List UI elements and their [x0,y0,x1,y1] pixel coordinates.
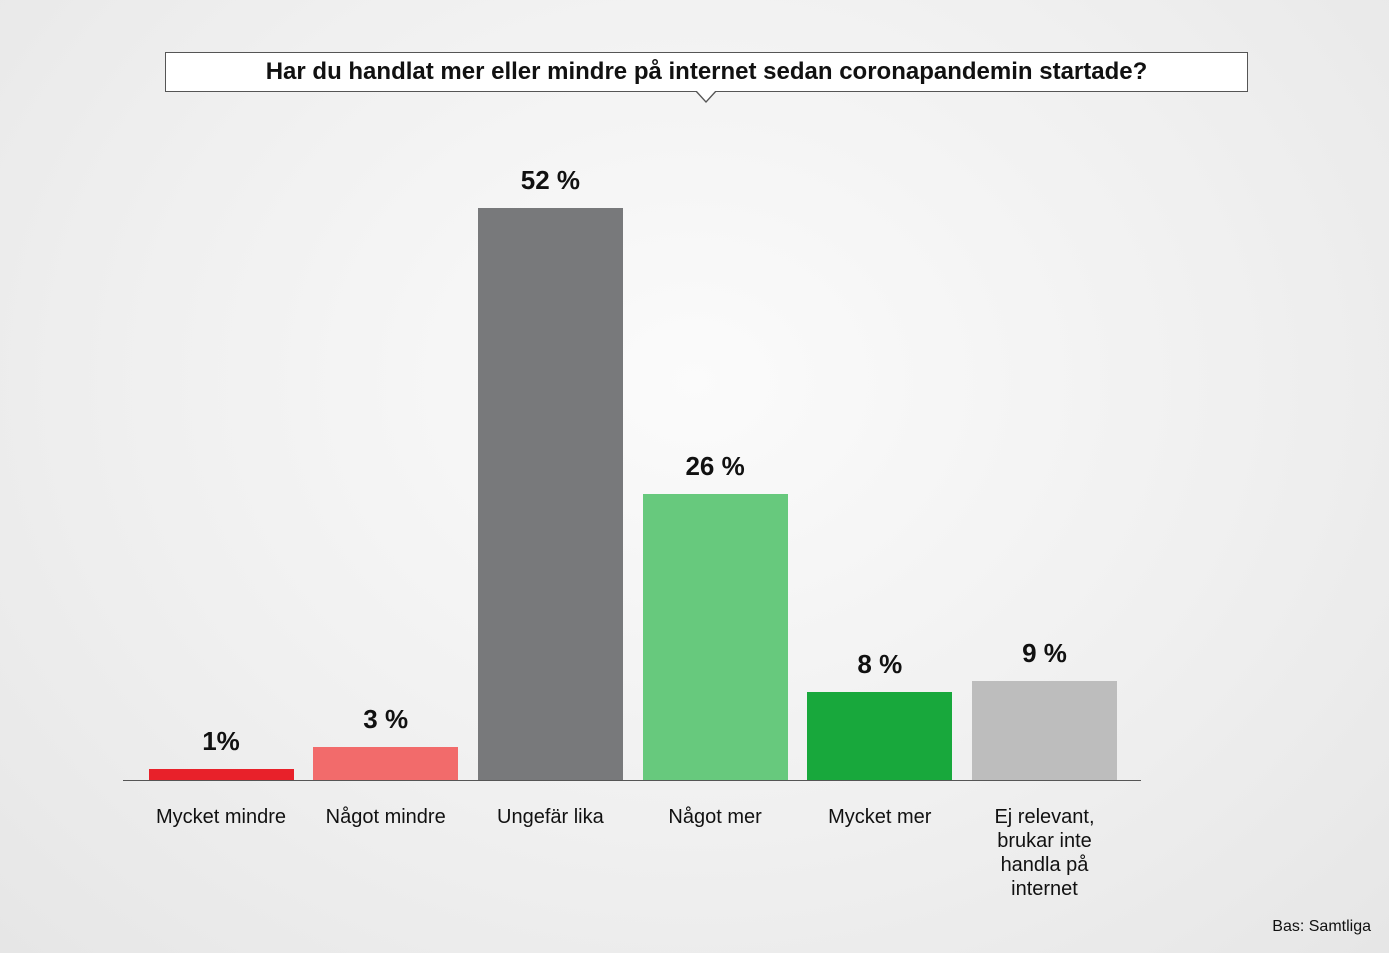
bar [642,494,788,780]
x-tick-label: Ungefär lika [497,806,604,828]
bar [477,208,623,780]
x-tick-label: Ej relevant, brukar inte handla på inter… [994,806,1095,900]
data-label: 3 % [363,704,409,734]
title-pointer [696,90,716,101]
x-tick-label: Något mer [668,806,762,828]
source-note: Bas: Samtliga [1272,918,1371,935]
bar [972,681,1117,780]
x-tick-label: Mycket mindre [155,806,287,828]
data-label: 9 % [1022,638,1067,668]
x-tick-label: Något mindre [325,806,446,828]
data-label: 52 % [520,165,581,195]
bar [148,769,294,780]
bar [313,747,459,780]
data-label: 8 % [857,649,903,679]
x-axis-line [123,780,1141,781]
data-label: 26 % [685,451,745,481]
chart-title: Har du handlat mer eller mindre på inter… [165,52,1248,92]
x-tick-label: Mycket mer [828,806,932,828]
data-label: 1% [202,726,240,756]
bar [807,692,953,780]
